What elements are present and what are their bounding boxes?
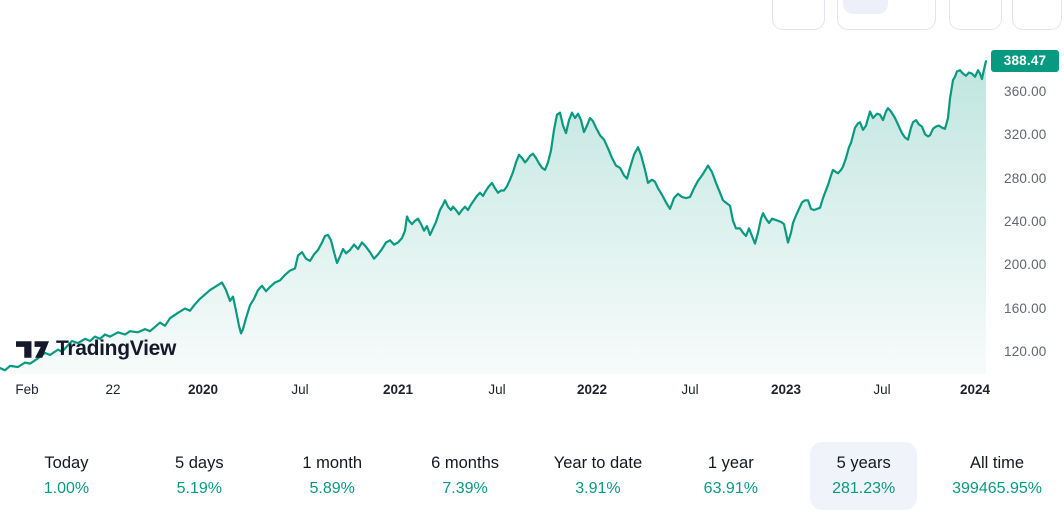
last-price-badge: 388.47 [991,50,1059,73]
price-line [0,60,988,372]
time-axis-label: Jul [681,382,699,397]
period-slot-5-years: 5 years 281.23% [797,442,930,510]
time-axis-label: 2024 [959,382,991,397]
period-change-value: 7.39% [442,480,488,497]
price-axis-label: 320.00 [1004,127,1047,143]
period-label: 5 years [836,454,891,472]
period-change-value: 63.91% [703,480,758,497]
tradingview-logo[interactable]: TradingView [16,337,176,361]
period-slot-1-year: 1 year 63.91% [664,442,797,510]
time-axis-label: Jul [291,382,309,397]
time-axis[interactable]: Feb 22 2020 Jul 2021 Jul 2022 Jul 2023 Jul 2024 [0,382,1064,402]
toolbar-button-4[interactable] [1012,0,1062,30]
period-slot-today: Today 1.00% [0,442,133,510]
period-tab-today[interactable]: Today 1.00% [22,442,111,510]
period-label: All time [970,454,1025,472]
price-axis-label: 120.00 [1004,343,1047,359]
period-change-value: 1.00% [43,480,90,497]
toolbar-button-3[interactable] [949,0,1002,30]
period-label: 1 year [707,454,754,472]
period-slot-6-months: 6 months 7.39% [399,442,532,510]
period-tab-all-time[interactable]: All time 399465.95% [930,442,1064,510]
period-label: Today [44,454,89,472]
time-axis-label: Jul [488,382,506,397]
toolbar-selected-pill [843,0,888,14]
time-axis-label: 22 [105,382,121,397]
time-axis-label: 2020 [187,382,219,397]
period-slot-year-to-date: Year to date 3.91% [532,442,665,510]
price-axis-label: 360.00 [1004,84,1047,99]
period-slot-1-month: 1 month 5.89% [266,442,399,510]
period-tab-6-months[interactable]: 6 months 7.39% [409,442,521,510]
period-label: 1 month [302,454,362,472]
period-change-value: 281.23% [832,480,896,497]
period-change-value: 5.19% [176,480,222,497]
period-tab-1-month[interactable]: 1 month 5.89% [280,442,384,510]
time-axis-label: 2021 [382,382,414,397]
time-axis-label: Jul [873,382,891,397]
time-axis-label: 2022 [576,382,608,397]
period-change-value: 3.91% [575,480,621,497]
price-axis-label: 280.00 [1004,170,1047,186]
period-tab-1-year[interactable]: 1 year 63.91% [682,442,780,510]
period-stats-bar: Today 1.00% 5 days 5.19% 1 month 5.89% 6 month… [0,436,1064,516]
price-axis-label: 200.00 [1004,257,1047,273]
time-axis-label: Feb [15,382,39,397]
period-change-value: 399465.95% [952,480,1042,497]
period-label: Year to date [553,454,643,472]
toolbar-button-2[interactable] [837,0,936,30]
toolbar-button-1[interactable] [772,0,825,30]
tradingview-logo-icon [16,340,49,358]
tradingview-logo-text: TradingView [56,337,177,360]
period-tab-year-to-date[interactable]: Year to date 3.91% [532,442,664,510]
period-tab-5-days[interactable]: 5 days 5.19% [153,442,246,510]
period-change-value: 5.89% [309,480,355,497]
price-axis-label: 240.00 [1004,213,1047,229]
period-label: 6 months [431,454,499,472]
price-chart-canvas[interactable] [0,0,1064,380]
period-slot-all-time: All time 399465.95% [930,442,1064,510]
price-axis-label: 160.00 [1004,300,1047,316]
area-fill [0,61,986,374]
period-slot-5-days: 5 days 5.19% [133,442,266,510]
period-label: 5 days [175,454,224,472]
time-axis-label: 2023 [770,382,802,397]
period-tab-5-years[interactable]: 5 years 281.23% [810,442,918,510]
